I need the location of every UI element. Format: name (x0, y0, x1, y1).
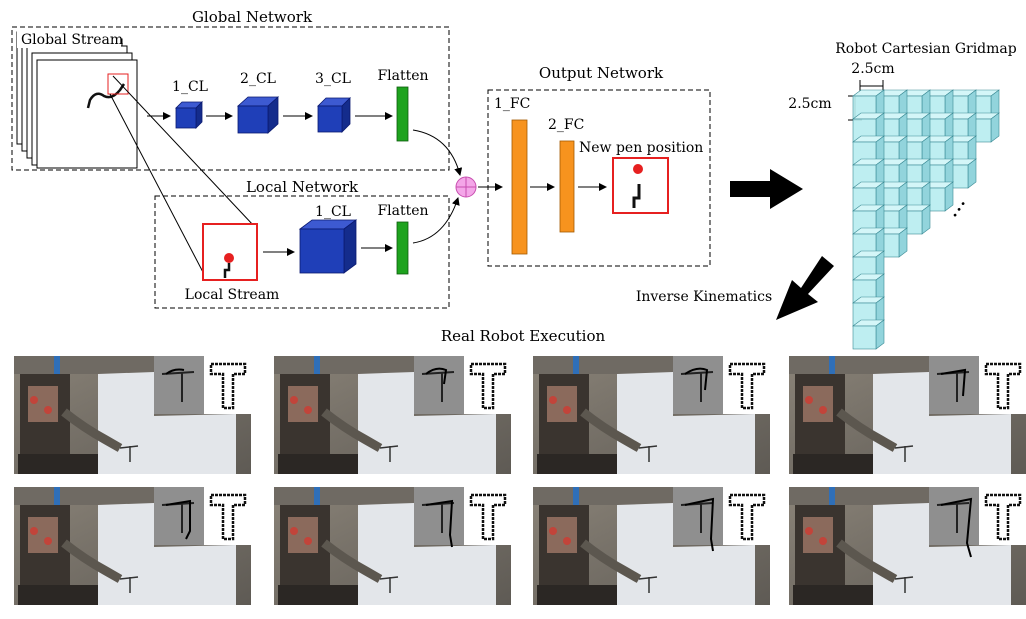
robot-arm (580, 539, 642, 583)
gridmap: Robot Cartesian Gridmap 2.5cm 2.5cm ... (788, 41, 1017, 350)
output-network-title: Output Network (539, 64, 664, 82)
local-layer-1-label: 1_CL (315, 204, 351, 220)
global-stream-label: Global Stream (21, 32, 123, 48)
camera-inset (673, 356, 723, 414)
whiteboard (617, 372, 755, 474)
local-stream-crop (202, 223, 258, 281)
local-flatten-label: Flatten (377, 203, 428, 219)
to-gridmap-arrow (730, 169, 803, 209)
global-conv2-block (236, 96, 280, 134)
local-flatten-bar (396, 221, 409, 275)
robot-frame (533, 487, 770, 605)
global-crop-box (107, 73, 129, 95)
local-network: Local Network Local Stream 1_CL Flatten (154, 178, 450, 309)
output-network-box (487, 89, 711, 267)
camera-inset (929, 356, 979, 414)
robot-frame (789, 356, 1026, 474)
zoom-line-bottom (109, 93, 206, 277)
gridmap-title: Robot Cartesian Gridmap (835, 41, 1017, 57)
robot-arm (580, 408, 642, 452)
robot-frame (533, 356, 770, 474)
grid-cells (852, 89, 1000, 350)
robot-arm (321, 408, 383, 452)
camera-inset (154, 356, 204, 414)
robot-arm (836, 539, 898, 583)
grid-cell-height-label: 2.5cm (788, 96, 831, 112)
output-network: Output Network 1_FC 2_FC New pen positio… (487, 64, 711, 267)
robot-arm (321, 539, 383, 583)
whiteboard (98, 372, 236, 474)
whiteboard (617, 503, 755, 605)
local-conv1-block (298, 219, 358, 274)
whiteboard (873, 503, 1011, 605)
robot-arm (61, 408, 123, 452)
robot-frame (274, 356, 511, 474)
real-robot-title: Real Robot Execution (441, 327, 606, 345)
whiteboard (98, 503, 236, 605)
global-layer-2-label: 2_CL (240, 71, 276, 87)
inverse-kinematics-label: Inverse Kinematics (636, 289, 772, 305)
whiteboard (873, 372, 1011, 474)
output-layer-1-label: 1_FC (494, 96, 530, 112)
new-pen-position-label: New pen position (579, 140, 703, 156)
local-stream-label: Local Stream (185, 287, 280, 303)
global-stream-stack (16, 31, 138, 169)
global-network-box (11, 26, 450, 171)
global-network: Global Network Global Stream 1_CL 2_CL (11, 8, 450, 171)
robot-arm (61, 539, 123, 583)
global-flatten-bar (396, 86, 409, 142)
camera-inset (414, 356, 464, 414)
grid-cell (852, 325, 877, 350)
robot-frame (14, 356, 251, 474)
global-conv1-block (175, 101, 203, 129)
camera-inset (154, 487, 204, 545)
global-layer-3-label: 3_CL (315, 71, 351, 87)
zoom-line-top (112, 75, 255, 227)
whiteboard (358, 503, 496, 605)
grid-cell-width-label: 2.5cm (851, 61, 894, 77)
robot-arm (836, 408, 898, 452)
whiteboard (358, 372, 496, 474)
global-conv3-block (317, 97, 351, 133)
pen-position-dot (224, 253, 234, 263)
global-network-title: Global Network (192, 8, 313, 26)
robot-execution-frames (14, 356, 1026, 605)
local-network-box (154, 195, 450, 309)
robot-frame (274, 487, 511, 605)
concat-node (455, 176, 477, 198)
local-network-title: Local Network (246, 178, 359, 196)
inverse-kinematics-arrow (776, 256, 834, 320)
output-layer-2-label: 2_FC (548, 117, 584, 133)
global-flatten-label: Flatten (377, 68, 428, 84)
robot-frame (789, 487, 1026, 605)
global-layer-1-label: 1_CL (172, 79, 208, 95)
camera-inset (929, 487, 979, 545)
fc2-bar (559, 140, 575, 233)
robot-frame (14, 487, 251, 605)
camera-inset (673, 487, 723, 545)
fc1-bar (511, 119, 528, 255)
camera-inset (414, 487, 464, 545)
